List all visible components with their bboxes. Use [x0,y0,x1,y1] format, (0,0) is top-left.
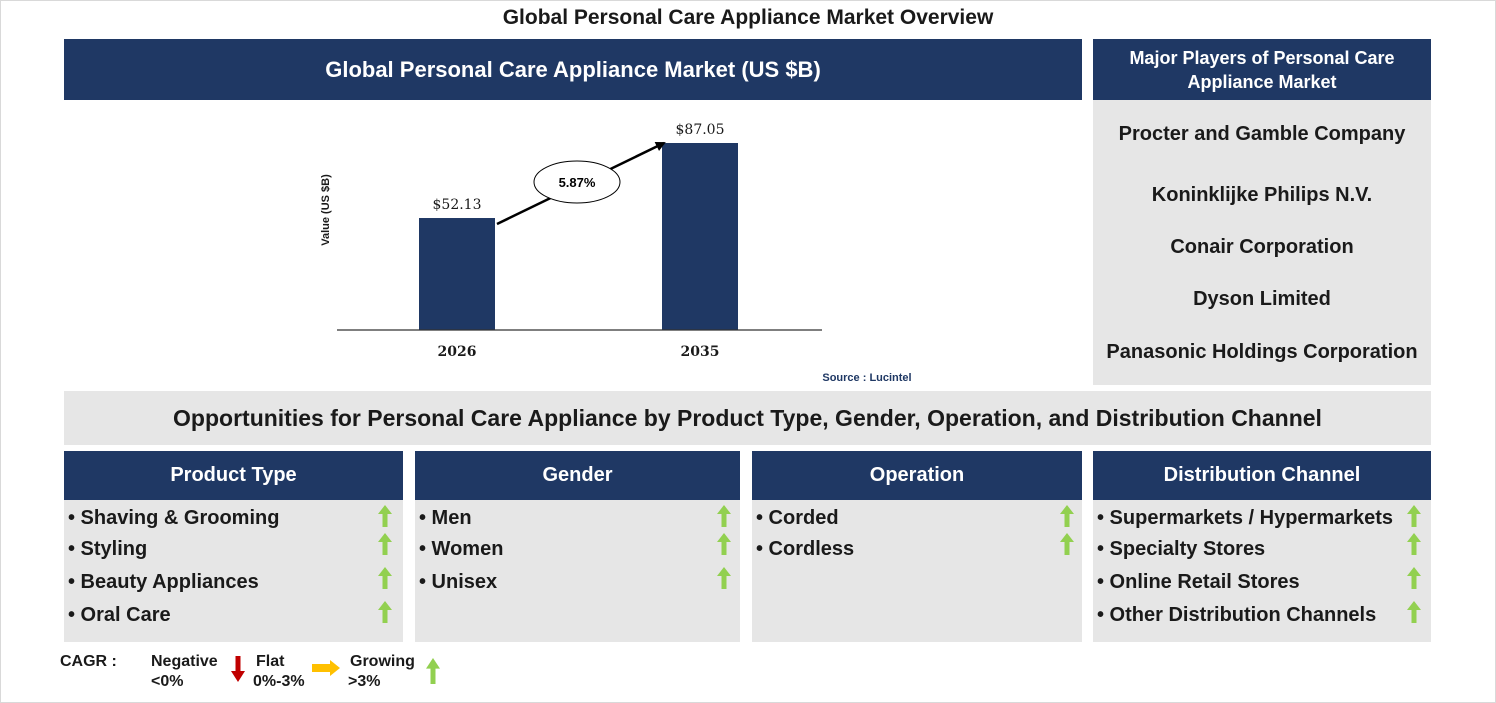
segment-item: • Specialty Stores [1097,538,1266,560]
segment-header-operation: Operation [752,451,1082,500]
bar-value-label: $52.13 [433,197,482,213]
player-item: Panasonic Holdings Corporation [1106,341,1418,363]
market-bar-chart: Value (US $B) $52.13 2026 $87.05 2035 5.87%… [320,122,912,384]
legend-flat-range: 0%-3% [253,673,305,690]
source-label: Source : Lucintel [822,372,911,384]
segment-item: • Online Retail Stores [1097,571,1300,593]
growing-arrow-icon [1407,533,1421,555]
segment-item: • Oral Care [68,604,171,626]
growing-arrow-icon [717,533,731,555]
segment-item: • Unisex [419,571,498,593]
growing-arrow-icon [426,658,440,684]
growing-arrow-icon [717,505,731,527]
segment-header-distribution-channel: Distribution Channel [1093,451,1431,500]
growing-arrow-icon [1407,505,1421,527]
x-tick-label: 2026 [438,344,477,360]
player-item: Dyson Limited [1193,288,1331,310]
segment-item: • Beauty Appliances [68,571,259,593]
x-tick-label: 2035 [681,344,720,360]
segment-header-product-type: Product Type [64,451,403,500]
player-item: Koninklijke Philips N.V. [1151,184,1373,206]
segment-header-gender: Gender [415,451,740,500]
growing-arrow-icon [1060,533,1074,555]
growing-arrow-icon [378,601,392,623]
page-title: Global Personal Care Appliance Market Ov… [502,6,994,29]
segment-item: • Styling [68,538,148,560]
legend-growing-label: Growing [350,653,415,670]
growing-arrow-icon [717,567,731,589]
flat-arrow-icon [312,660,340,676]
segment-item: • Shaving & Grooming [68,507,280,529]
player-item: Procter and Gamble Company [1118,123,1406,145]
segment-item: • Supermarkets / Hypermarkets [1097,507,1394,529]
growing-arrow-icon [1060,505,1074,527]
segment-item: • Corded [756,507,839,529]
segment-panel-operation [752,500,1082,642]
players-panel [1093,100,1431,385]
segment-panel-gender [415,500,740,642]
legend-flat-label: Flat [256,653,285,670]
market-chart-header: Global Personal Care Appliance Market (U… [64,39,1082,100]
growing-arrow-icon [378,505,392,527]
cagr-ellipse [533,160,621,204]
bar-value-label: $87.05 [676,122,725,138]
player-item: Conair Corporation [1170,236,1354,258]
bar-2026 [419,218,495,330]
segment-item: • Women [419,538,504,560]
legend-growing-range: >3% [348,673,381,690]
segment-panel-product-type [64,500,403,642]
legend-negative-label: Negative [151,653,218,670]
segment-panel-distribution-channel [1093,500,1431,642]
negative-arrow-icon [231,656,245,682]
players-header: Major Players of Personal Care Appliance… [1093,39,1431,100]
bar-2035 [662,143,738,330]
growing-arrow-icon [1407,567,1421,589]
legend-negative-range: <0% [151,673,184,690]
cagr-label: 5.87% [559,175,596,190]
growing-arrow-icon [1407,601,1421,623]
growing-arrow-icon [378,567,392,589]
legend-cagr-label: CAGR : [60,653,117,670]
segment-item: • Other Distribution Channels [1097,604,1377,626]
growing-arrow-icon [378,533,392,555]
segment-item: • Cordless [756,538,855,560]
y-axis-label: Value (US $B) [320,174,332,246]
segment-item: • Men [419,507,472,529]
opportunities-banner: Opportunities for Personal Care Applianc… [64,391,1431,445]
